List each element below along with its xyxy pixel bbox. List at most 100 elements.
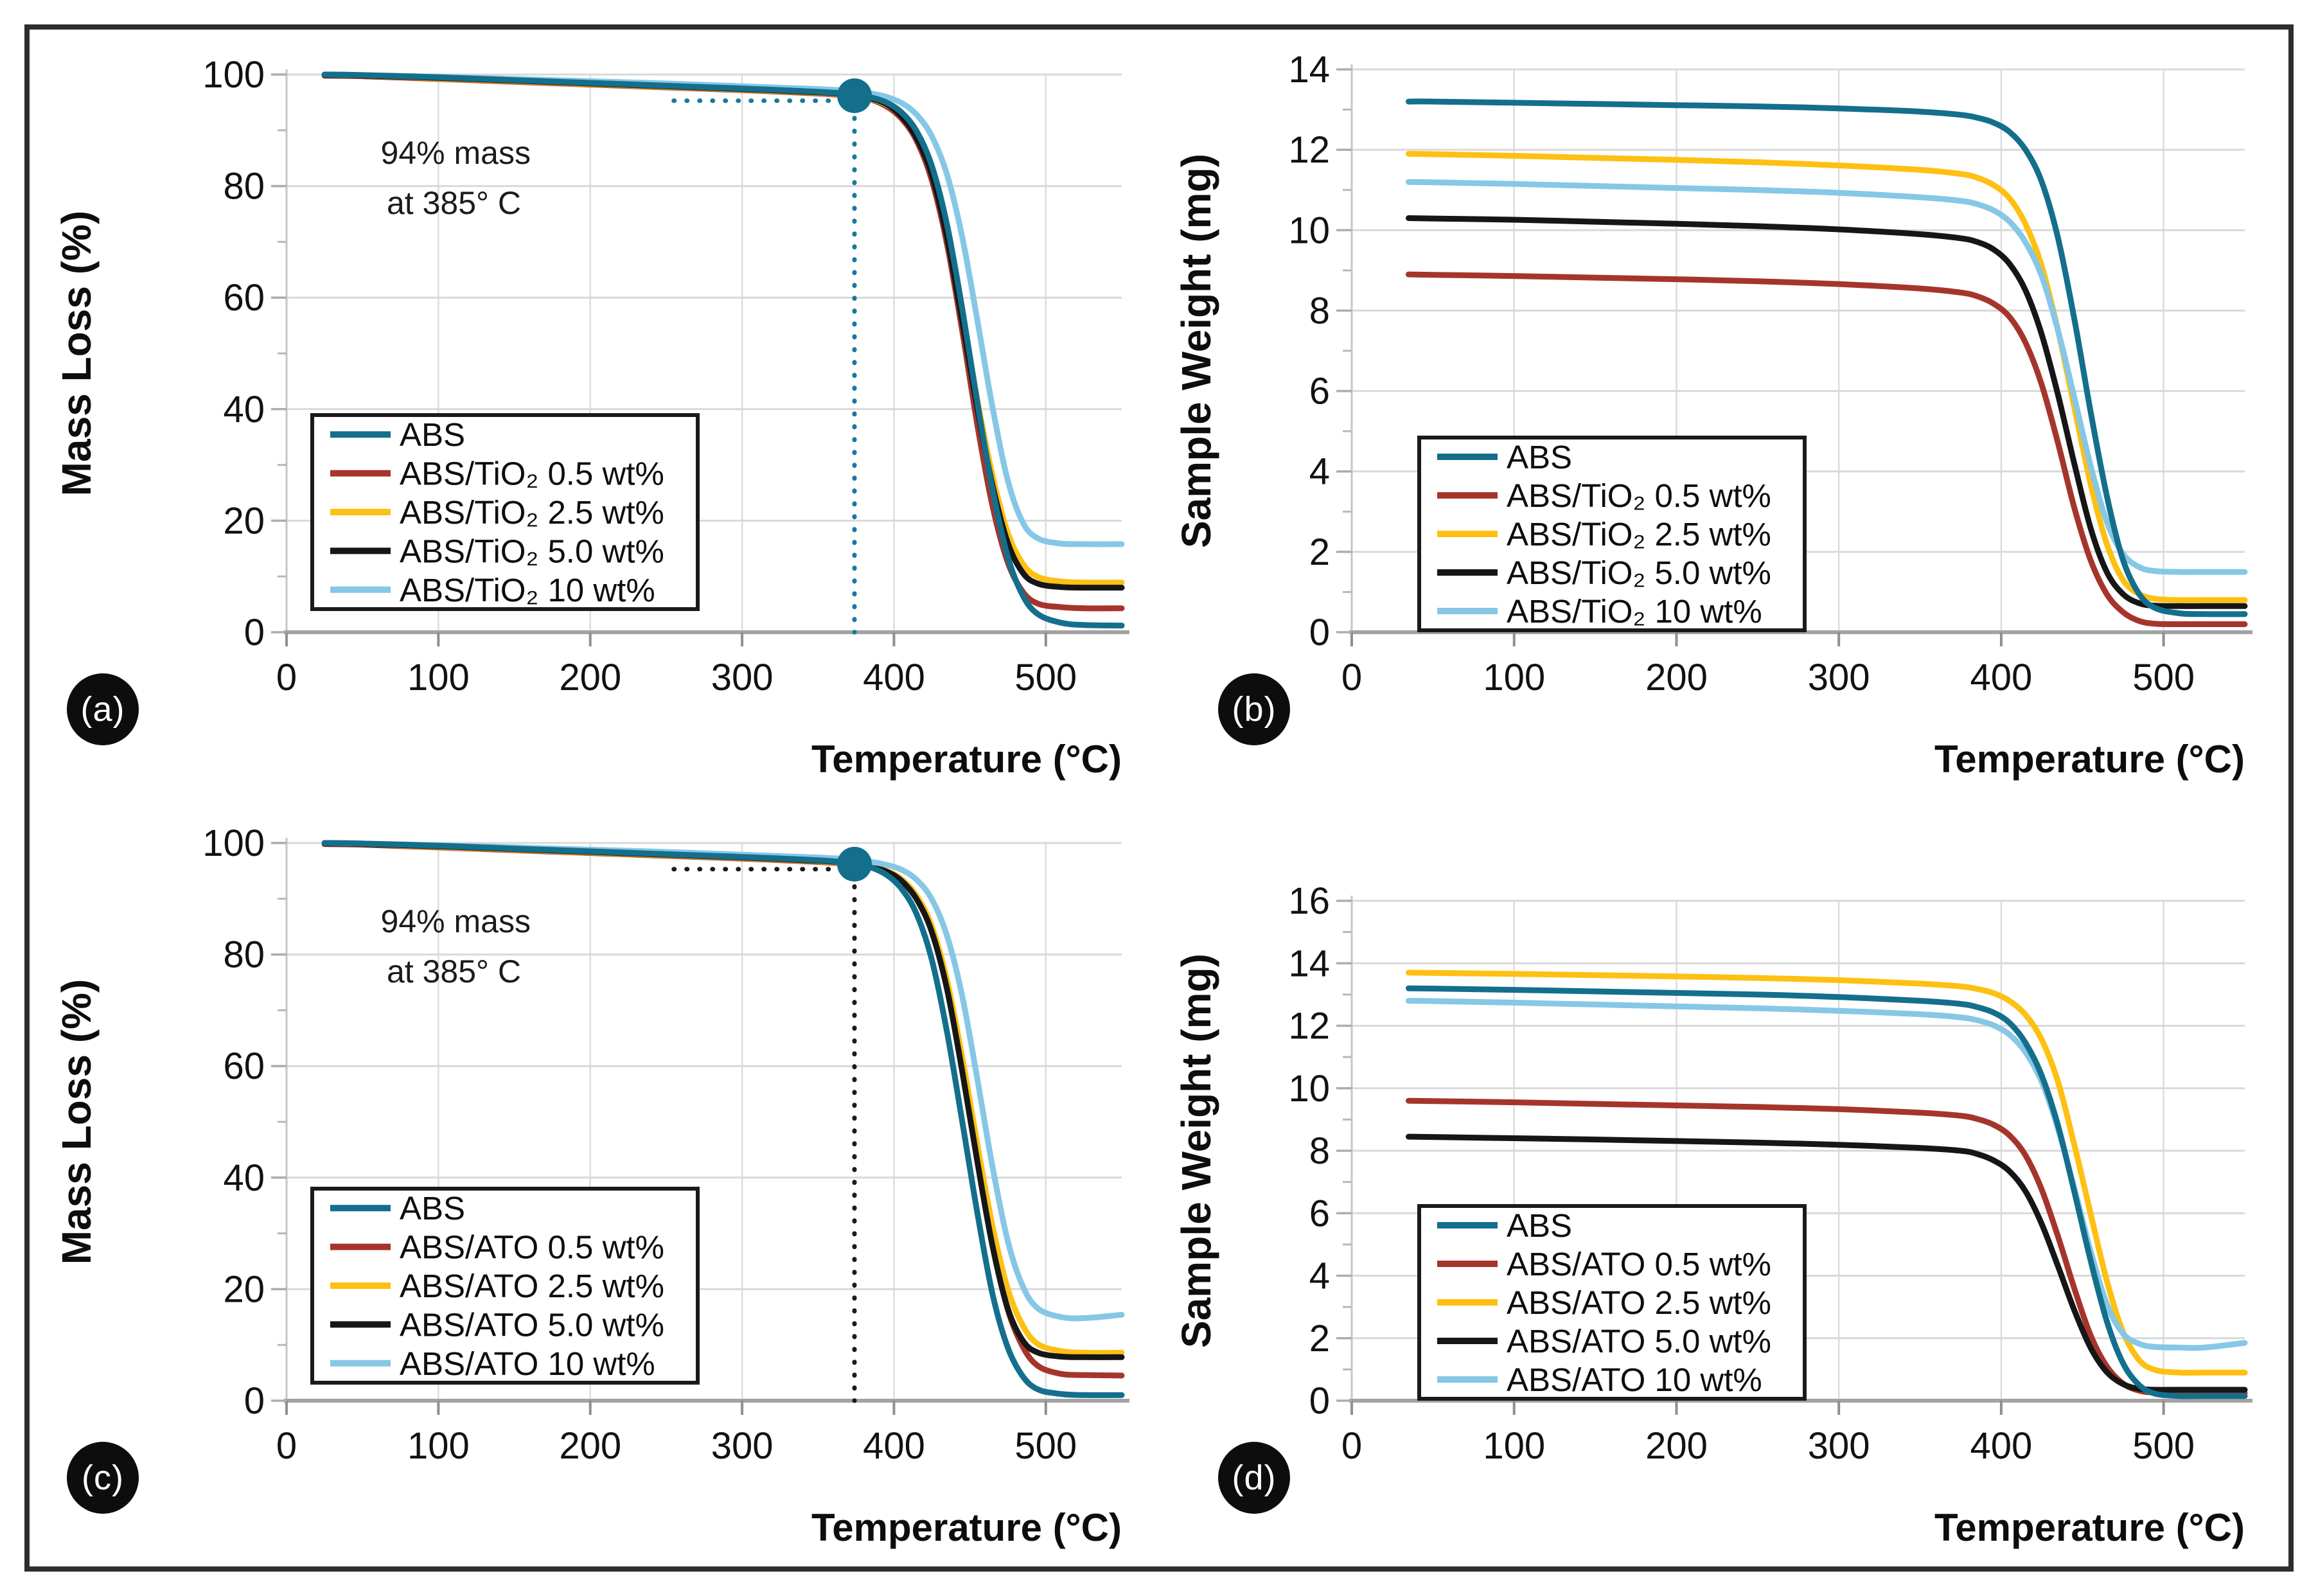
- svg-text:200: 200: [559, 1425, 621, 1467]
- series-line-5: [1406, 998, 2248, 1351]
- x-axis-ticks: 0 100 200 300 400 500: [1341, 632, 2195, 698]
- legend-label: ABS/TiO₂ 0.5 wt%: [1507, 477, 1771, 514]
- y-axis-title: Sample Weight (mg): [1173, 154, 1219, 548]
- series: [321, 71, 1125, 629]
- svg-text:400: 400: [1970, 657, 2033, 698]
- panel-label-b: (b): [1218, 673, 1290, 745]
- svg-text:400: 400: [1970, 1425, 2033, 1467]
- svg-text:6: 6: [1309, 371, 1330, 412]
- annotation-94pct-385c: 94% mass at 385° C: [381, 78, 872, 635]
- legend-label: ABS/TiO₂ 2.5 wt%: [400, 494, 664, 531]
- svg-text:80: 80: [223, 934, 265, 976]
- legend-label: ABS/ATO 2.5 wt%: [1507, 1284, 1771, 1321]
- legend-label: ABS/TiO₂ 10 wt%: [1507, 593, 1762, 630]
- x-axis-title: Temperature (°C): [811, 1506, 1122, 1549]
- svg-text:500: 500: [2132, 1425, 2195, 1467]
- svg-text:0: 0: [1341, 657, 1362, 698]
- svg-text:14: 14: [1288, 943, 1330, 984]
- svg-text:0: 0: [244, 1380, 265, 1422]
- panel-label-a: (a): [67, 673, 139, 745]
- panel-label-c: (c): [67, 1442, 139, 1514]
- legend-label: ABS: [1507, 439, 1572, 475]
- svg-text:300: 300: [1808, 657, 1870, 698]
- legend-label: ABS/TiO₂ 5.0 wt%: [400, 533, 664, 569]
- legend-label: ABS/ATO 10 wt%: [1507, 1361, 1762, 1398]
- legend-label: ABS/TiO₂ 2.5 wt%: [1507, 516, 1771, 553]
- svg-text:400: 400: [863, 657, 925, 698]
- svg-text:16: 16: [1288, 880, 1330, 922]
- series-line-1: [1406, 985, 2248, 1399]
- x-axis-title: Temperature (°C): [1934, 1506, 2245, 1549]
- svg-text:60: 60: [223, 277, 265, 319]
- svg-text:100: 100: [407, 657, 470, 698]
- svg-text:0: 0: [1341, 1425, 1362, 1467]
- y-axis-title: Sample Weight (mg): [1173, 953, 1219, 1348]
- svg-text:100: 100: [202, 822, 265, 864]
- svg-text:20: 20: [223, 1268, 265, 1310]
- x-axis-ticks: 0 100 200 300 400 500: [1341, 1401, 2195, 1467]
- svg-text:200: 200: [559, 657, 621, 698]
- series-line-1: [321, 840, 1125, 1398]
- series-line-4: [1406, 1133, 2248, 1393]
- legend-label: ABS: [400, 416, 465, 453]
- svg-text:10: 10: [1288, 209, 1330, 251]
- panel-grid: 0 100 200 300 400 500 0 20 40 60 80 100 Temperature …: [30, 30, 2288, 1566]
- legend-label: ABS/ATO 5.0 wt%: [400, 1306, 664, 1343]
- svg-text:300: 300: [711, 657, 774, 698]
- legend-label: ABS/TiO₂ 5.0 wt%: [1507, 554, 1771, 591]
- chart-sample-weight-tio2: 0 100 200 300 400 500 0 2 4 6 8 10 12 14 Temperature (…: [1173, 49, 2252, 781]
- svg-text:60: 60: [223, 1045, 265, 1087]
- legend-label: ABS/TiO₂ 0.5 wt%: [400, 456, 664, 492]
- svg-text:500: 500: [2132, 657, 2195, 698]
- svg-text:14: 14: [1288, 49, 1330, 91]
- svg-text:8: 8: [1309, 290, 1330, 332]
- svg-text:40: 40: [223, 1157, 265, 1199]
- y-axis-ticks: 0 20 40 60 80 100: [202, 54, 287, 653]
- svg-text:94% mass: 94% mass: [381, 903, 531, 939]
- svg-text:0: 0: [244, 612, 265, 653]
- series-line-4: [1406, 215, 2248, 609]
- svg-text:40: 40: [223, 389, 265, 430]
- panel-c: 0 100 200 300 400 500 0 20 40 60 80 100 Temperature …: [30, 798, 1159, 1566]
- x-axis-ticks: 0 100 200 300 400 500: [276, 1401, 1077, 1467]
- legend-label: ABS/TiO₂ 10 wt%: [400, 572, 655, 608]
- legend-label: ABS/ATO 0.5 wt%: [400, 1229, 664, 1266]
- series-line-1: [1406, 98, 2248, 617]
- svg-text:94% mass: 94% mass: [381, 135, 531, 171]
- svg-text:at 385° C: at 385° C: [387, 953, 521, 989]
- svg-text:2: 2: [1309, 531, 1330, 573]
- x-axis-title: Temperature (°C): [1934, 738, 2245, 781]
- svg-text:20: 20: [223, 500, 265, 542]
- series-line-1: [321, 71, 1125, 629]
- y-axis-title: Mass Loss (%): [53, 979, 100, 1265]
- svg-text:100: 100: [202, 54, 265, 96]
- legend-label: ABS: [1507, 1207, 1572, 1244]
- y-axis-ticks: 0 2 4 6 8 10 12 14 16: [1288, 880, 1352, 1422]
- series: [1406, 970, 2248, 1399]
- svg-text:500: 500: [1014, 657, 1077, 698]
- series-line-3: [1406, 150, 2248, 603]
- figure-frame: 0 100 200 300 400 500 0 20 40 60 80 100 Temperature …: [24, 24, 2294, 1572]
- legend-label: ABS: [400, 1190, 465, 1227]
- svg-text:100: 100: [1483, 657, 1545, 698]
- svg-text:0: 0: [1309, 612, 1330, 653]
- chart-mass-loss-tio2: 0 100 200 300 400 500 0 20 40 60 80 100 Temperature …: [53, 54, 1129, 781]
- svg-text:80: 80: [223, 166, 265, 208]
- legend-label: ABS/ATO 2.5 wt%: [400, 1268, 664, 1304]
- svg-text:0: 0: [1309, 1380, 1330, 1422]
- svg-text:12: 12: [1288, 1006, 1330, 1047]
- panel-a: 0 100 200 300 400 500 0 20 40 60 80 100 Temperature …: [30, 30, 1159, 798]
- axes: [284, 69, 1129, 634]
- marker-dot: [837, 846, 872, 882]
- svg-text:8: 8: [1309, 1130, 1330, 1172]
- svg-text:12: 12: [1288, 129, 1330, 171]
- series-line-5: [1406, 179, 2248, 575]
- panel-b: 0 100 200 300 400 500 0 2 4 6 8 10 12 14 Temperature (…: [1159, 30, 2288, 798]
- y-axis-ticks: 0 20 40 60 80 100: [202, 822, 287, 1422]
- annotation-94pct-385c: 94% mass at 385° C: [381, 846, 872, 1403]
- y-axis-ticks: 0 2 4 6 8 10 12 14: [1288, 49, 1352, 653]
- x-axis-ticks: 0 100 200 300 400 500: [276, 632, 1077, 698]
- x-axis-title: Temperature (°C): [811, 738, 1122, 781]
- svg-text:400: 400: [863, 1425, 925, 1467]
